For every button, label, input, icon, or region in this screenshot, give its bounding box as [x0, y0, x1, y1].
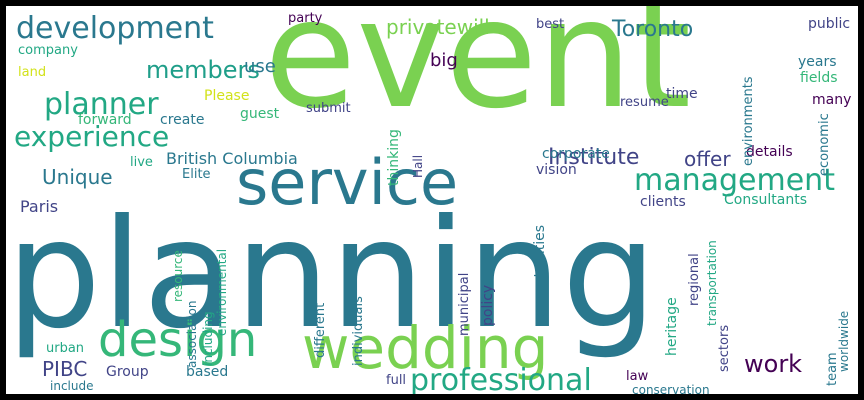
word-corporate: corporate [542, 146, 610, 162]
word-guest: guest [240, 106, 280, 122]
word-association: association [185, 301, 199, 368]
word-company: company [18, 43, 78, 58]
word-Paris: Paris [20, 197, 58, 216]
word-different: different [313, 303, 328, 358]
word-land: land [18, 65, 46, 80]
word-individuals: individuals [351, 296, 366, 366]
word-worldwide: worldwide [837, 311, 851, 372]
word-Unique: Unique [42, 165, 113, 189]
word-opportunities: opportunities [532, 225, 548, 318]
word-resume: resume [620, 95, 669, 110]
word-heritage: heritage [664, 297, 680, 356]
word-offer: offer [684, 147, 731, 171]
word-economic: economic [817, 113, 832, 176]
word-Institute: Institute [548, 145, 639, 170]
word-privatewill: privatewill [386, 15, 490, 39]
word-years: years [798, 54, 837, 70]
word-thinking: thinking [386, 129, 402, 186]
word-Consultants: Consultants [724, 192, 807, 208]
word-regional: regional [687, 253, 702, 306]
word-details: details [746, 144, 793, 160]
word-service: service [236, 146, 458, 219]
word-conservation: conservation [632, 383, 710, 394]
word-development: development [16, 11, 214, 46]
word-urban: urban [46, 341, 84, 356]
word-professional: professional [410, 363, 592, 394]
word-work: work [744, 350, 802, 378]
word-Group: Group [106, 364, 149, 380]
word-Elite: Elite [182, 167, 211, 182]
word-PIBC: PIBC [42, 357, 87, 381]
word-party: party [288, 11, 323, 26]
word-submit: submit [306, 101, 351, 116]
word-forward: forward [78, 112, 132, 128]
word-including: including [201, 311, 215, 366]
word-best: best [536, 17, 564, 32]
word-event: event [264, 6, 691, 142]
word-cloud: event planning service wedding design de… [6, 6, 858, 394]
word-members: members [146, 56, 260, 84]
word-sectors: sectors [717, 325, 732, 372]
word-policy: policy [480, 285, 496, 326]
word-transportation: transportation [705, 240, 719, 326]
word-include: include [50, 379, 93, 393]
word-management: management [634, 163, 835, 198]
word-live: live [130, 155, 153, 170]
word-design: design [98, 312, 257, 368]
word-Toronto: Toronto [611, 17, 693, 42]
word-environments: environments [741, 76, 756, 166]
word-municipal: municipal [457, 273, 472, 336]
word-big: big [430, 50, 458, 71]
word-time: time [666, 86, 698, 102]
word-resource: resource [171, 250, 185, 302]
word-Please: Please [204, 88, 249, 104]
word-public: public [808, 16, 850, 32]
word-team: team [825, 352, 840, 386]
word-planning: planning [6, 188, 657, 362]
word-vision: vision [536, 162, 577, 178]
word-experience: experience [14, 120, 169, 153]
word-based: based [186, 364, 228, 380]
word-fields: fields [800, 70, 838, 86]
word-wedding: wedding [302, 314, 548, 382]
word-law: law [626, 369, 649, 384]
word-environmental: environmental [215, 249, 229, 336]
word-Hall: Hall [411, 155, 425, 178]
word-clients: clients [640, 194, 686, 210]
word-many: many [812, 92, 851, 108]
word-British-Columbia: British Columbia [166, 149, 298, 168]
word-full: full [386, 373, 406, 388]
word-planner: planner [44, 87, 159, 122]
word-use: use [244, 56, 276, 77]
word-create: create [160, 112, 204, 128]
